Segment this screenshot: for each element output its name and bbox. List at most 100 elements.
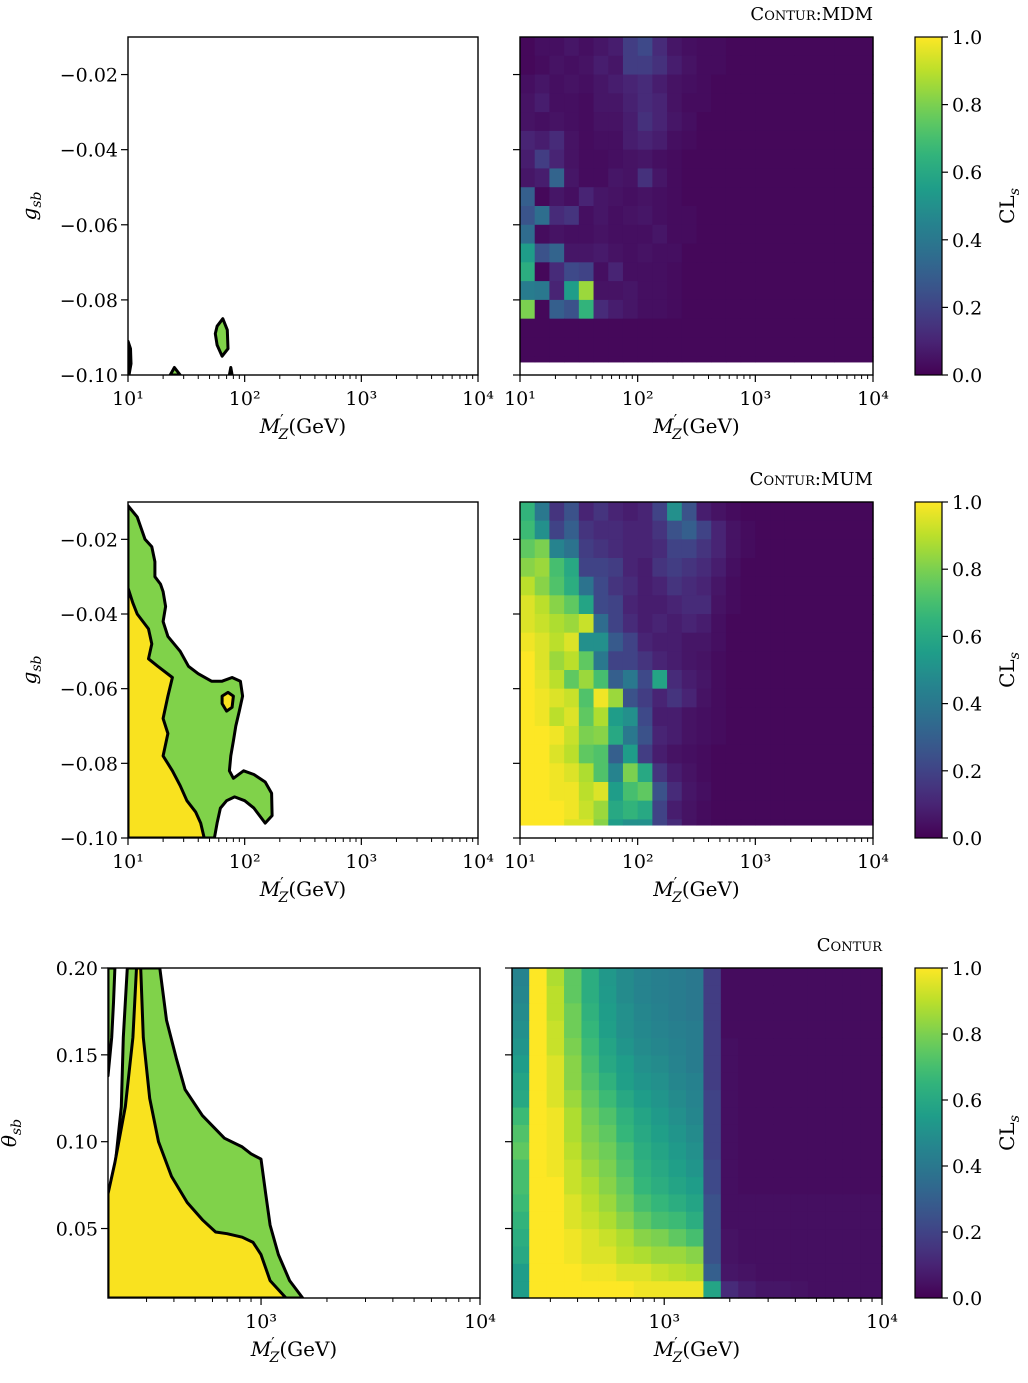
heatmap-cell — [633, 1020, 652, 1039]
heatmap-cell — [740, 502, 756, 522]
heatmap-cell — [790, 1072, 809, 1091]
heatmap-cell — [842, 985, 861, 1004]
heatmap-cell — [652, 262, 668, 282]
heatmap-cell — [834, 130, 874, 151]
heatmap-cell — [581, 1106, 600, 1125]
heatmap-cell — [511, 1245, 530, 1264]
heatmap-cell — [703, 968, 722, 986]
heatmap-cell — [711, 670, 727, 690]
heatmap-cell — [696, 299, 712, 320]
heatmap-cell — [825, 1072, 844, 1091]
heatmap-cell — [681, 130, 698, 151]
heatmap-cell — [651, 1072, 670, 1091]
heatmap-cell — [578, 782, 595, 802]
heatmap-cell — [529, 1263, 548, 1282]
heatmap-cell — [608, 37, 624, 57]
heatmap-cell — [834, 281, 874, 301]
heatmap-cell — [652, 576, 668, 596]
heatmap-cell — [529, 1245, 548, 1264]
heatmap-cell — [652, 187, 668, 207]
heatmap-cell — [520, 243, 536, 263]
heatmap-cell — [667, 281, 683, 301]
heatmap-cell — [755, 187, 795, 207]
heatmap-cell — [520, 187, 536, 207]
heatmap-cell — [755, 149, 795, 170]
heatmap-cell — [860, 1072, 883, 1091]
heatmap-cell — [616, 1280, 635, 1299]
heatmap-cell — [790, 1228, 809, 1247]
heatmap-cell — [511, 1106, 530, 1125]
heatmap-cell — [546, 1037, 565, 1056]
heatmap-cell — [740, 670, 756, 690]
heatmap-cell — [825, 1263, 844, 1282]
heatmap-cell — [740, 800, 756, 820]
heatmap-cell — [696, 595, 712, 615]
heatmap-cell — [681, 707, 698, 727]
heatmap-cell — [534, 55, 551, 76]
heatmap-cell — [593, 726, 609, 746]
heatmap-cell — [794, 168, 835, 188]
heatmap-cell — [790, 1054, 809, 1073]
heatmap-cell — [738, 1089, 757, 1108]
heatmap-cell — [773, 1211, 792, 1230]
heatmap-cell — [529, 985, 548, 1004]
heatmap-cell — [564, 1280, 583, 1299]
heatmap-cell — [622, 782, 639, 802]
heatmap-cell — [520, 632, 536, 652]
heatmap-cell — [549, 168, 565, 188]
heatmap-panel: 10¹ 10² 10³ 10⁴ M′ Z(GeV) Contur:MUM — [504, 469, 889, 906]
heatmap-cell — [770, 632, 786, 652]
heatmap-frame — [519, 36, 874, 376]
heatmap-cell — [784, 726, 874, 746]
heatmap-cell — [637, 800, 653, 820]
heatmap-cell — [564, 576, 580, 596]
heatmap-cell — [834, 168, 874, 188]
heatmap-cell — [578, 74, 595, 94]
heatmap-cell — [608, 318, 624, 339]
heatmap-cell — [546, 1141, 565, 1160]
heatmap-cell — [696, 262, 712, 282]
heatmap-cell — [652, 595, 668, 615]
heatmap-cell — [703, 1159, 722, 1178]
y-tick-label: 0.15 — [56, 1045, 98, 1067]
heatmap-cell — [578, 595, 595, 615]
heatmap-cell — [534, 281, 551, 301]
heatmap-cell — [633, 1228, 652, 1247]
heatmap-cell — [860, 1280, 883, 1299]
heatmap-cell — [696, 187, 712, 207]
heatmap-cell — [593, 168, 609, 188]
heatmap-cell — [581, 1002, 600, 1021]
heatmap-cell — [681, 281, 698, 301]
heatmap-cell — [534, 149, 551, 170]
heatmap-cell — [711, 707, 727, 727]
heatmap-cell — [738, 1159, 757, 1178]
heatmap-cell — [520, 93, 536, 113]
heatmap-cell — [633, 1245, 652, 1264]
heatmap-cell — [725, 149, 742, 170]
x-tick-label: 10⁴ — [464, 1311, 496, 1333]
heatmap-cell — [578, 688, 595, 708]
heatmap-cell — [738, 1245, 757, 1264]
heatmap-cell — [703, 1002, 722, 1021]
y-tick-label: −0.08 — [60, 753, 118, 775]
heatmap-cell — [578, 37, 595, 57]
heatmap-cell — [860, 1054, 883, 1073]
heatmap-cell — [860, 1193, 883, 1212]
heatmap-cell — [681, 224, 698, 245]
heatmap-cell — [834, 243, 874, 263]
heatmap-cell — [652, 651, 668, 671]
heatmap-cell — [667, 576, 683, 596]
heatmap-cell — [696, 281, 712, 301]
heatmap-cell — [770, 726, 786, 746]
x-tick-label: 10² — [229, 851, 261, 873]
heatmap-cell — [842, 1020, 861, 1039]
heatmap-cell — [696, 800, 712, 820]
heatmap-cell — [794, 206, 835, 226]
heatmap-cell — [784, 819, 874, 826]
heatmap-cell — [686, 1037, 705, 1056]
heatmap-cell — [511, 1263, 530, 1282]
heatmap-cell — [794, 337, 835, 357]
heatmap-cell — [529, 1124, 548, 1143]
heatmap-cell — [534, 356, 551, 363]
heatmap-cell — [622, 224, 639, 245]
